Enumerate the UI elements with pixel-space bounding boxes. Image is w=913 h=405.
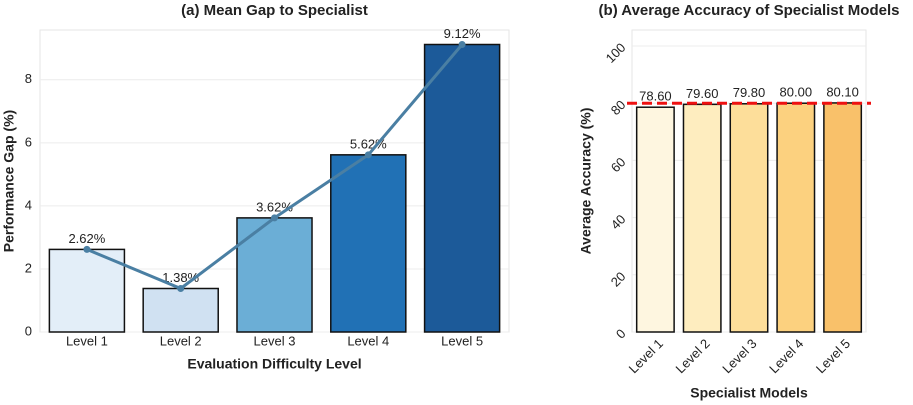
y-tick-label: 4 (25, 197, 32, 212)
x-tick-label: Level 5 (441, 333, 483, 348)
y-tick-label: 6 (25, 134, 32, 149)
bar (823, 102, 863, 333)
x-tick-label: Level 4 (766, 336, 806, 376)
y-tick-label: 0 (25, 323, 32, 338)
data-label: 9.12% (444, 26, 481, 41)
chart-title: (b) Average Accuracy of Specialist Model… (599, 2, 900, 19)
bar (682, 103, 722, 333)
y-tick-label: 20 (608, 269, 629, 290)
y-axis-label: Performance Gap (%) (1, 110, 17, 252)
chart-title: (a) Mean Gap to Specialist (181, 2, 368, 19)
bar (729, 103, 769, 333)
x-tick-label: Level 1 (626, 336, 666, 376)
x-tick-label: Level 2 (673, 336, 713, 376)
y-tick-label: 0 (613, 326, 629, 342)
data-label: 79.80 (733, 85, 766, 100)
x-tick-label: Level 3 (719, 336, 759, 376)
y-tick-label: 8 (25, 71, 32, 86)
x-axis-label: Evaluation Difficulty Level (187, 356, 361, 372)
trend-point (364, 151, 372, 159)
y-axis-label: Average Accuracy (%) (578, 108, 594, 255)
x-tick-label: Level 2 (160, 333, 202, 348)
trend-point (458, 41, 466, 49)
data-label: 80.00 (780, 85, 813, 100)
trend-point (83, 245, 91, 253)
data-label: 5.62% (350, 136, 387, 151)
bar (142, 287, 219, 333)
bar (776, 102, 816, 333)
trend-point (271, 214, 278, 222)
x-tick-label: Level 4 (347, 333, 389, 348)
data-label: 78.60 (639, 89, 672, 104)
x-axis-label: Specialist Models (690, 385, 808, 401)
data-label: 80.10 (826, 84, 859, 99)
x-tick-label: Level 5 (813, 336, 853, 376)
y-tick-label: 60 (608, 154, 629, 175)
data-label: 2.62% (68, 231, 105, 246)
data-label: 3.62% (256, 199, 293, 214)
bar (236, 217, 313, 333)
x-tick-label: Level 3 (254, 333, 296, 348)
bar (330, 154, 407, 333)
data-label: 79.60 (686, 86, 719, 101)
y-tick-label: 80 (608, 97, 629, 118)
bar (423, 43, 501, 333)
x-tick-label: Level 1 (66, 333, 108, 348)
y-tick-label: 100 (603, 40, 629, 66)
trend-point (177, 284, 185, 292)
y-tick-label: 2 (25, 260, 32, 275)
bar (635, 106, 675, 333)
y-tick-label: 40 (608, 212, 629, 233)
